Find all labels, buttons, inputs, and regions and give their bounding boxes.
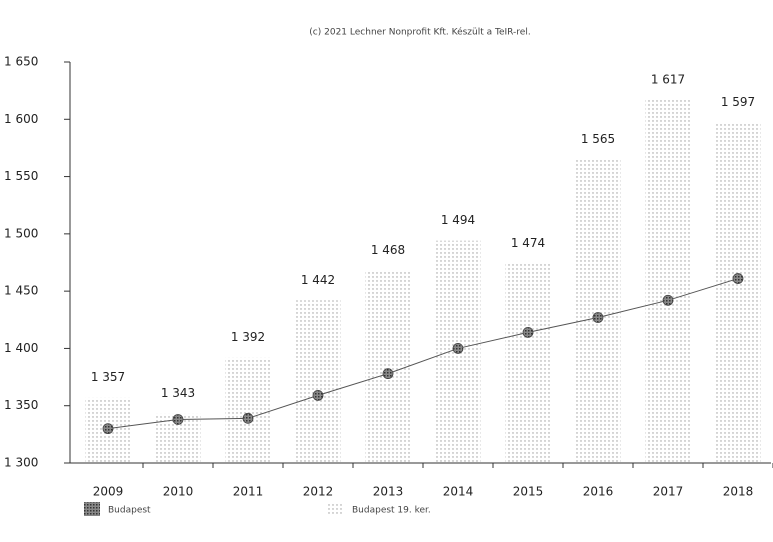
data-label: 1 392 bbox=[231, 330, 265, 344]
data-label: 1 474 bbox=[511, 236, 545, 250]
line-marker bbox=[592, 312, 604, 323]
x-tick-label: 2018 bbox=[723, 485, 754, 499]
legend-swatch bbox=[84, 502, 100, 516]
line-marker bbox=[452, 343, 464, 354]
bar bbox=[715, 122, 761, 464]
line-marker bbox=[312, 390, 324, 401]
data-label: 1 442 bbox=[301, 273, 335, 287]
data-label: 1 494 bbox=[441, 213, 475, 227]
y-tick-label: 1 600 bbox=[4, 112, 38, 126]
line-marker bbox=[102, 423, 114, 435]
chart-title: (c) 2021 Lechner Nonprofit Kft. Készült … bbox=[309, 27, 530, 38]
line bbox=[107, 278, 739, 430]
x-tick-label: 2015 bbox=[513, 485, 544, 499]
data-label: 1 357 bbox=[91, 370, 125, 384]
legend-swatch bbox=[328, 502, 344, 516]
data-label: 1 617 bbox=[651, 72, 685, 86]
bar bbox=[645, 99, 691, 464]
data-label: 1 343 bbox=[161, 386, 195, 400]
line-marker bbox=[172, 414, 184, 425]
x-tick-label: 2017 bbox=[653, 485, 684, 499]
y-tick-label: 1 500 bbox=[4, 226, 38, 240]
x-tick-label: 2012 bbox=[303, 485, 334, 499]
data-label: 1 597 bbox=[721, 95, 755, 109]
x-tick-label: 2013 bbox=[373, 485, 404, 499]
data-label: 1 565 bbox=[581, 132, 615, 146]
y-tick-label: 1 300 bbox=[4, 456, 38, 470]
x-tick-label: 2010 bbox=[163, 485, 194, 499]
bar bbox=[575, 159, 621, 463]
y-tick-label: 1 550 bbox=[4, 169, 38, 183]
y-tick-label: 1 400 bbox=[4, 341, 38, 355]
x-tick-label: 2014 bbox=[443, 485, 474, 499]
y-tick-label: 1 350 bbox=[4, 398, 38, 412]
data-label: 1 468 bbox=[371, 243, 405, 257]
x-tick-label: 2016 bbox=[583, 485, 614, 499]
bar bbox=[505, 263, 551, 463]
y-tick-label: 1 450 bbox=[4, 284, 38, 298]
bar bbox=[365, 270, 411, 463]
bar bbox=[295, 300, 341, 463]
bar bbox=[225, 357, 271, 463]
x-tick-label: 2009 bbox=[93, 485, 124, 499]
line-marker bbox=[382, 368, 394, 380]
legend-label: Budapest 19. ker. bbox=[352, 506, 431, 516]
line-marker bbox=[522, 326, 534, 338]
line-marker bbox=[242, 412, 254, 424]
legend-label: Budapest bbox=[108, 506, 151, 516]
line-marker bbox=[732, 273, 744, 284]
x-tick-label: 2011 bbox=[233, 485, 264, 499]
line-marker bbox=[662, 294, 674, 306]
y-tick-label: 1 650 bbox=[4, 55, 38, 69]
